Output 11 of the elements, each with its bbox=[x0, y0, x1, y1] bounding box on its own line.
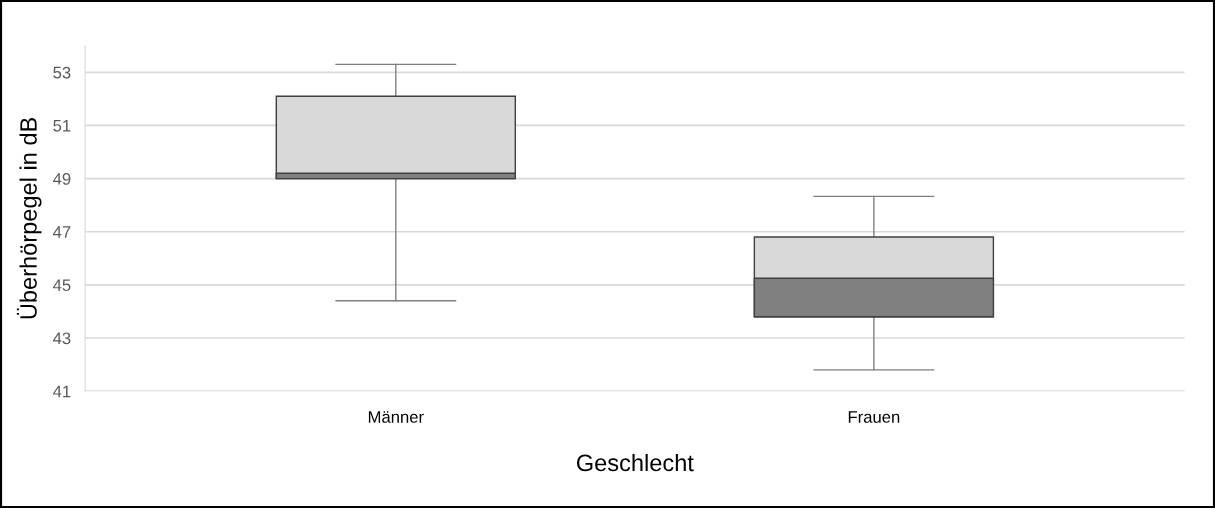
y-tick-label: 51 bbox=[53, 120, 71, 132]
y-tick-label: 47 bbox=[53, 226, 71, 238]
y-tick-label: 41 bbox=[53, 385, 71, 398]
y-tick-label: 45 bbox=[53, 279, 71, 292]
y-tick-label: 53 bbox=[53, 66, 71, 79]
x-tick-label: Frauen bbox=[848, 411, 900, 423]
y-tick-label: 43 bbox=[53, 332, 71, 345]
y-axis-title: Überhörpegel in dB bbox=[16, 117, 42, 319]
x-axis-title: Geschlecht bbox=[576, 453, 694, 472]
x-tick-label: Männer bbox=[368, 411, 424, 423]
y-tick-label: 49 bbox=[53, 172, 71, 185]
